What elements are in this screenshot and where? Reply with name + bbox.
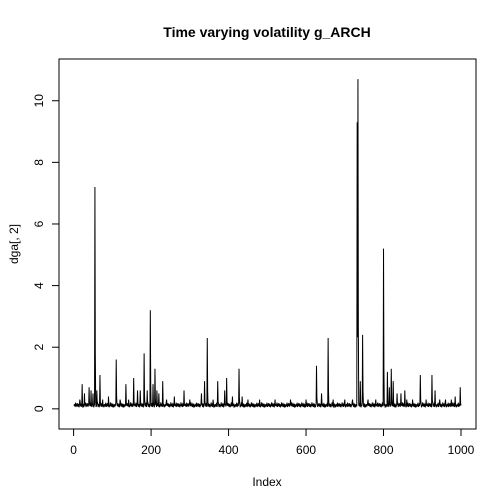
plot-box [58,58,477,430]
y-tick-label: 10 [32,94,46,108]
x-tick-label: 200 [141,443,161,457]
y-tick-label: 8 [32,159,46,166]
x-axis: 0 200 400 600 800 1000 [70,428,475,457]
chart-title: Time varying volatility g_ARCH [163,24,370,40]
x-tick-label: 800 [374,443,394,457]
y-tick-label: 4 [32,282,46,289]
x-tick-label: 600 [296,443,316,457]
x-axis-label: Index [252,475,281,489]
x-tick-label: 400 [219,443,239,457]
y-tick-label: 6 [32,220,46,227]
y-axis: 0 2 4 6 8 10 [32,94,60,412]
x-tick-label: 0 [70,443,77,457]
x-tick-label: 1000 [448,443,475,457]
series-line [73,79,462,409]
y-tick-label: 0 [32,405,46,412]
y-axis-label: dga[, 2] [7,224,21,264]
y-tick-label: 2 [32,344,46,351]
volatility-line [73,79,462,409]
